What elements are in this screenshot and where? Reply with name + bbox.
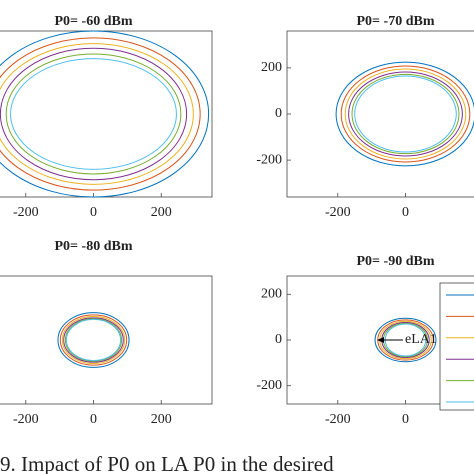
- annotation: eLA1: [405, 332, 437, 347]
- y-tick-label: 200: [261, 287, 282, 302]
- contour: [351, 73, 460, 155]
- x-tick-label: 200: [151, 205, 172, 220]
- x-tick-label: -200: [325, 205, 351, 220]
- legend: [439, 282, 474, 411]
- y-tick-label: 0: [275, 106, 282, 121]
- contour: [64, 318, 123, 362]
- contour: [0, 30, 210, 198]
- y-tick-label: -200: [256, 152, 282, 167]
- axes-frame: [0, 30, 213, 198]
- x-tick-label: 0: [402, 205, 409, 220]
- contour: [348, 71, 463, 157]
- x-tick-label: -200: [13, 205, 39, 220]
- contour: [10, 58, 177, 170]
- x-tick-label: -200: [325, 412, 351, 427]
- panel-title: P0= -70 dBm: [357, 14, 435, 29]
- contour: [374, 317, 437, 363]
- x-tick-label: 0: [402, 412, 409, 427]
- contour: [0, 47, 188, 181]
- x-tick-label: 0: [90, 205, 97, 220]
- contour: [5, 53, 182, 175]
- y-tick-label: 200: [261, 60, 282, 75]
- contour: [61, 315, 126, 365]
- y-tick-label: 0: [275, 332, 282, 347]
- panel-title: P0= -90 dBm: [357, 254, 435, 269]
- contour: [0, 43, 194, 185]
- arrow-head: [377, 337, 385, 343]
- contour: [59, 314, 128, 366]
- contour: [344, 68, 467, 160]
- contour: [57, 312, 130, 368]
- contour: [340, 65, 471, 163]
- contour: [354, 75, 457, 153]
- x-tick-label: 0: [90, 412, 97, 427]
- caption: 9. Impact of P0 on LA P0 in the desired: [0, 452, 334, 474]
- axes-frame: [0, 275, 213, 405]
- x-tick-label: -200: [13, 412, 39, 427]
- axes-frame: [286, 30, 474, 198]
- contour: [0, 37, 201, 191]
- x-tick-label: 200: [151, 412, 172, 427]
- contour: [63, 317, 124, 363]
- panel-title: P0= -60 dBm: [55, 14, 133, 29]
- contour: [335, 61, 474, 167]
- contour: [65, 318, 122, 362]
- panel-title: P0= -80 dBm: [55, 239, 133, 254]
- y-tick-label: -200: [256, 378, 282, 393]
